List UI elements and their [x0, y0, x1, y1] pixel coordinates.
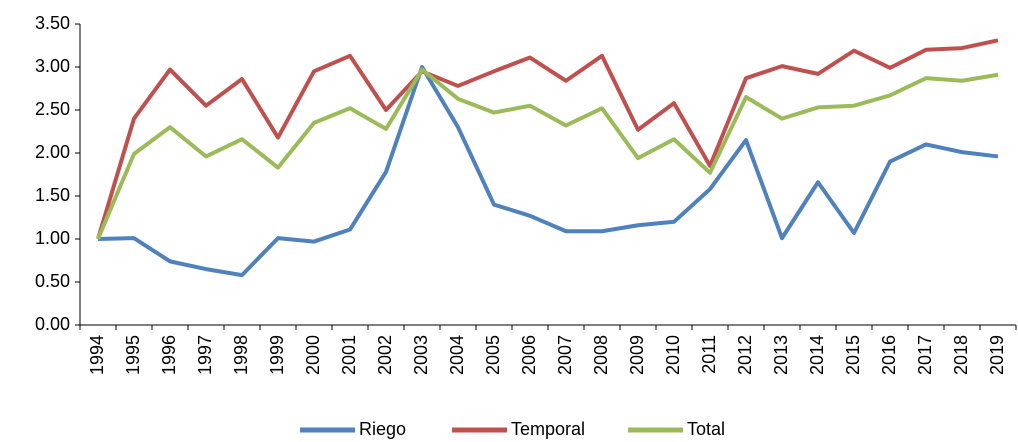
x-tick-label: 2011 — [699, 335, 719, 374]
x-tick-label: 2019 — [987, 335, 1007, 375]
x-tick-label: 2014 — [807, 335, 827, 375]
x-tick-label: 2009 — [627, 335, 647, 375]
legend-label: Riego — [359, 419, 406, 439]
y-tick-label: 1.00 — [35, 228, 70, 248]
x-tick-label: 1995 — [123, 335, 143, 375]
y-tick-label: 0.50 — [35, 271, 70, 291]
line-series — [97, 65, 999, 278]
line-series — [96, 67, 999, 240]
x-tick-label: 1998 — [231, 335, 251, 375]
x-tick-label: 2002 — [375, 335, 395, 375]
x-tick-label: 1999 — [267, 335, 287, 375]
x-tick-label: 2010 — [663, 335, 683, 375]
x-tick-label: 1996 — [159, 335, 179, 375]
x-tick-label: 2015 — [843, 335, 863, 375]
y-tick-label: 1.50 — [35, 185, 70, 205]
line-series — [96, 38, 999, 240]
x-tick-label: 2001 — [339, 335, 359, 375]
x-tick-label: 2016 — [879, 335, 899, 375]
y-tick-label: 2.50 — [35, 99, 70, 119]
x-tick-label: 2018 — [951, 335, 971, 375]
legend-label: Temporal — [511, 419, 585, 439]
x-tick-label: 2012 — [735, 335, 755, 375]
x-tick-label: 2013 — [771, 335, 791, 375]
y-tick-label: 3.00 — [35, 56, 70, 76]
y-tick-label: 3.50 — [35, 13, 70, 33]
x-tick-label: 1997 — [195, 335, 215, 375]
x-tick-label: 2006 — [519, 335, 539, 375]
x-tick-label: 1994 — [87, 335, 107, 375]
x-tick-label: 2003 — [411, 335, 431, 375]
y-tick-label: 2.00 — [35, 142, 70, 162]
x-tick-label: 2017 — [915, 335, 935, 375]
x-tick-label: 2000 — [303, 335, 323, 375]
y-tick-label: 0.00 — [35, 314, 70, 334]
legend-label: Total — [687, 419, 725, 439]
x-tick-label: 2004 — [447, 335, 467, 375]
x-tick-label: 2008 — [591, 335, 611, 375]
x-tick-label: 2005 — [483, 335, 503, 375]
x-tick-label: 2007 — [555, 335, 575, 375]
